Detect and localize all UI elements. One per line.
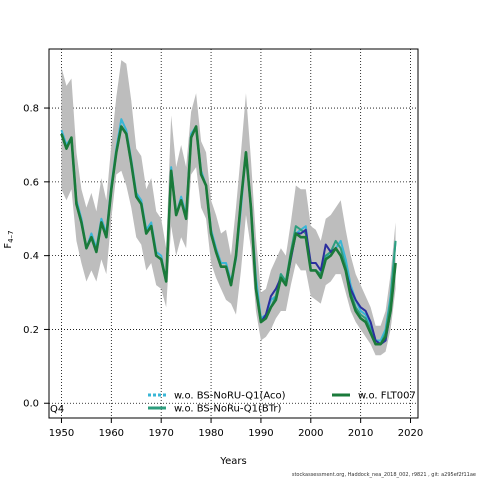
x-tick-label: 1980 [198, 428, 223, 439]
y-tick-label: 0.6 [23, 177, 39, 188]
x-tick-label: 2010 [348, 428, 373, 439]
y-tick-label: 0.0 [23, 399, 39, 410]
confidence-band [61, 60, 396, 356]
y-axis-title: F4–7 [3, 230, 15, 248]
plot-frame [48, 48, 419, 419]
x-tick-label: 1950 [49, 428, 74, 439]
legend-label: w.o. BS-NoRu-Q1(BTr) [174, 404, 282, 415]
x-tick-label: 1990 [248, 428, 273, 439]
y-tick-label: 0.8 [23, 104, 39, 115]
legend-label: w.o. BS-NoRU-Q1(Aco) [174, 391, 286, 402]
series-layer [60, 118, 397, 346]
corner-label: Q4 [50, 404, 64, 415]
y-axis-title-subscript: 4–7 [7, 230, 15, 242]
y-axis-title-main: F [3, 243, 14, 249]
legend: w.o. BS-NoRU-Q1(Aco) w.o. BS-NoRu-Q1(BTr)… [148, 391, 416, 415]
y-tick-label: 0.4 [23, 251, 39, 262]
legend-label: w.o. FLT007 [358, 391, 416, 402]
footer-credit: stockassessment.org, Haddock_nea_2018_00… [291, 472, 476, 478]
y-tick-label: 0.2 [23, 325, 39, 336]
series-line [60, 125, 397, 346]
x-tick-label: 1960 [99, 428, 124, 439]
x-tick-label: 1970 [148, 428, 173, 439]
x-tick-label: 2000 [298, 428, 323, 439]
x-axis-title: Years [219, 456, 246, 467]
x-tick-label: 2020 [398, 428, 423, 439]
axes: 1950 1960 1970 1980 1990 2000 2010 2020 0.0 0.2 0.… [23, 104, 423, 439]
confidence-band-layer [61, 60, 396, 356]
